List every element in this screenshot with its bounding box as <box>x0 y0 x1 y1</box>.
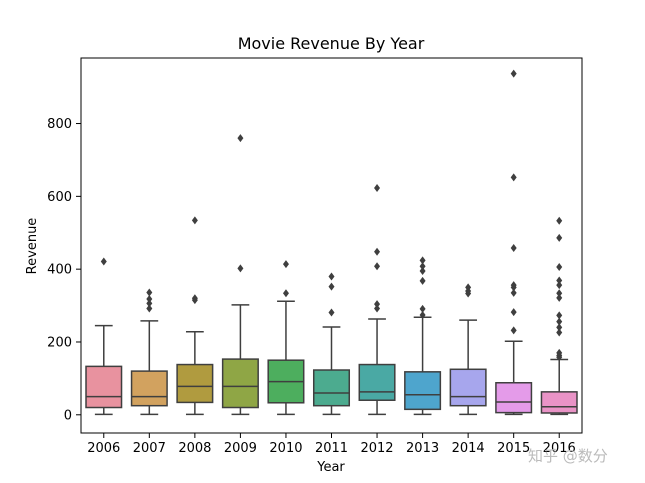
x-axis-title: Year <box>316 460 345 475</box>
box-body <box>176 363 214 404</box>
outlier-point <box>556 289 563 298</box>
outlier-point <box>237 264 244 273</box>
box-2014 <box>449 283 487 416</box>
outlier-point <box>510 281 517 290</box>
y-tick-label: 800 <box>47 117 72 132</box>
outlier-point <box>510 326 517 335</box>
box-2006 <box>85 257 123 416</box>
box-2016 <box>540 216 578 416</box>
box-body <box>495 382 533 414</box>
outlier-point <box>556 317 563 326</box>
x-tick-label: 2008 <box>178 441 211 456</box>
box-2012 <box>358 183 396 416</box>
x-tick-label: 2016 <box>543 441 576 456</box>
y-tick-label: 200 <box>47 335 72 350</box>
x-tick-label: 2013 <box>406 441 439 456</box>
outlier-point <box>146 304 153 313</box>
y-tick-label: 600 <box>47 190 72 205</box>
outlier-point <box>146 288 153 297</box>
outlier-point <box>465 283 472 292</box>
outlier-point <box>556 328 563 337</box>
outlier-point <box>556 281 563 290</box>
outlier-point <box>374 247 381 256</box>
outlier-point <box>374 304 381 313</box>
outlier-point <box>282 260 289 269</box>
outlier-point <box>191 294 198 303</box>
outlier-point <box>419 276 426 285</box>
x-axis: 2006 2007 2008 2009 2010 2011 2012 2013 2014 2015… <box>87 433 576 456</box>
box-2015 <box>495 69 533 416</box>
x-tick-label: 2012 <box>360 441 393 456</box>
box-2010 <box>267 260 305 416</box>
outlier-point <box>191 216 198 225</box>
outlier-point <box>328 272 335 281</box>
box-2008 <box>176 216 214 416</box>
outlier-point <box>146 299 153 308</box>
y-axis: 0 200 400 600 800 <box>47 117 81 423</box>
box-body <box>312 369 351 407</box>
outlier-point <box>510 69 517 78</box>
outlier-point <box>146 295 153 304</box>
outlier-point <box>374 262 381 271</box>
outlier-point <box>237 134 244 143</box>
outlier-point <box>556 348 563 357</box>
outlier-point <box>419 256 426 265</box>
outlier-point <box>328 308 335 317</box>
box-2013 <box>404 256 442 416</box>
box-body <box>540 391 578 414</box>
outlier-point <box>419 311 426 320</box>
outlier-point <box>419 262 426 271</box>
x-tick-label: 2010 <box>269 441 302 456</box>
y-tick-label: 400 <box>47 263 72 278</box>
x-tick-label: 2011 <box>315 441 348 456</box>
outlier-point <box>419 266 426 275</box>
outlier-point <box>510 308 517 317</box>
outlier-point <box>556 216 563 225</box>
box-2011 <box>312 272 351 416</box>
outlier-point <box>510 173 517 182</box>
outlier-point <box>510 288 517 297</box>
outlier-point <box>282 289 289 298</box>
x-tick-label: 2009 <box>224 441 257 456</box>
outlier-point <box>556 323 563 332</box>
outlier-point <box>100 257 107 266</box>
box-body <box>404 371 442 411</box>
outlier-point <box>556 293 563 302</box>
outlier-point <box>374 183 381 192</box>
outlier-point <box>419 304 426 313</box>
box-body <box>358 363 396 401</box>
x-tick-label: 2006 <box>87 441 120 456</box>
box-body <box>85 365 123 409</box>
x-tick-label: 2015 <box>497 441 530 456</box>
box-2007 <box>130 288 168 416</box>
y-axis-title: Revenue <box>25 218 40 275</box>
box-2009 <box>221 134 259 416</box>
watermark-text: 知乎 @数分 <box>528 447 608 465</box>
outlier-point <box>510 244 517 253</box>
box-body <box>221 358 259 409</box>
plot-area <box>85 69 578 416</box>
outlier-point <box>556 276 563 285</box>
y-tick-label: 0 <box>64 408 72 423</box>
outlier-point <box>328 282 335 291</box>
outlier-point <box>556 233 563 242</box>
chart-title: Movie Revenue By Year <box>238 34 425 53</box>
outlier-point <box>556 311 563 320</box>
x-tick-label: 2014 <box>452 441 485 456</box>
x-tick-label: 2007 <box>133 441 166 456</box>
outlier-point <box>374 300 381 309</box>
outlier-point <box>556 262 563 271</box>
box-body <box>130 370 168 407</box>
box-body <box>449 368 487 407</box>
